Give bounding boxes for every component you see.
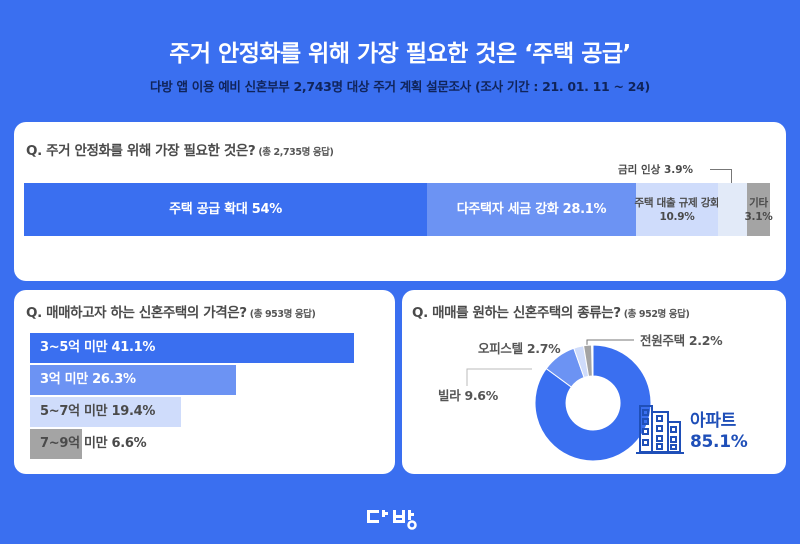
donut-chart xyxy=(534,344,652,462)
bar-label: 5~7억 미만 19.4% xyxy=(40,404,156,419)
panel-housing-stability: Q. 주거 안정화를 위해 가장 필요한 것은? (총 2,735명 응답) 금리… xyxy=(14,122,786,281)
callout-label-interest-rate: 금리 인상 3.9% xyxy=(618,164,694,176)
apartment-value: 85.1% xyxy=(690,432,748,452)
question-heading: Q. 주거 안정화를 위해 가장 필요한 것은? (총 2,735명 응답) xyxy=(26,139,334,159)
stacked-bar: 주택 공급 확대 54% 다주택자 세금 강화 28.1% 주택 대출 규제 강… xyxy=(24,183,773,236)
label-country-house: 전원주택 2.2% xyxy=(640,333,723,348)
slice-apartment xyxy=(534,344,652,462)
callout-line-vertical xyxy=(731,169,732,183)
segment-interest-rate xyxy=(718,183,747,236)
segment-label-line1: 주택 대출 규제 강화 xyxy=(634,196,720,209)
segment-multi-home-tax: 다주택자 세금 강화 28.1% xyxy=(427,183,636,236)
apartment-label: 아파트 85.1% xyxy=(690,411,748,453)
segment-label-line2: 3.1% xyxy=(744,210,773,223)
respondent-count: (총 952명 응답) xyxy=(623,309,690,320)
segment-loan-regulation: 주택 대출 규제 강화 10.9% xyxy=(634,183,720,236)
page-subtitle: 다방 앱 이용 예비 신혼부부 2,743명 대상 주거 계획 설문조사 (조사… xyxy=(150,79,650,94)
bar-label: 3~5억 미만 41.1% xyxy=(40,340,156,355)
bar-7-9: 7~9억 미만 6.6% xyxy=(30,429,147,459)
segment-label-line2: 10.9% xyxy=(659,210,695,223)
respondent-count: (총 953명 응답) xyxy=(249,309,316,320)
bar-3-5: 3~5억 미만 41.1% xyxy=(30,333,354,363)
question-text: Q. 주거 안정화를 위해 가장 필요한 것은? xyxy=(26,143,256,159)
bar-label: 7~9억 미만 6.6% xyxy=(40,436,147,451)
respondent-count: (총 2,735명 응답) xyxy=(258,147,334,158)
question-text: Q. 매매를 원하는 신혼주택의 종류는? xyxy=(412,305,621,321)
bar-label: 3억 미만 26.3% xyxy=(40,372,136,387)
question-text: Q. 매매하고자 하는 신혼주택의 가격은? xyxy=(26,305,247,321)
slice-country-house xyxy=(583,344,593,377)
segment-housing-supply: 주택 공급 확대 54% xyxy=(24,183,427,236)
panel-house-price: Q. 매매하고자 하는 신혼주택의 가격은? (총 953명 응답) 3~5억 미… xyxy=(14,290,395,474)
apartment-building-icon xyxy=(636,405,684,454)
apartment-name: 아파트 xyxy=(690,411,737,431)
dabang-logo xyxy=(367,510,417,530)
callout-line xyxy=(710,169,732,170)
label-villa: 빌라 9.6% xyxy=(438,388,498,403)
bar-5-7: 5~7억 미만 19.4% xyxy=(30,397,181,427)
segment-label-line1: 기타 xyxy=(749,196,768,209)
bar-under-3: 3억 미만 26.3% xyxy=(30,365,236,395)
page-title: 주거 안정화를 위해 가장 필요한 것은 ‘주택 공급’ xyxy=(169,41,631,67)
question-heading: Q. 매매하고자 하는 신혼주택의 가격은? (총 953명 응답) xyxy=(26,301,316,321)
question-heading: Q. 매매를 원하는 신혼주택의 종류는? (총 952명 응답) xyxy=(412,301,690,321)
segment-other: 기타 3.1% xyxy=(744,183,773,236)
label-officetel: 오피스텔 2.7% xyxy=(478,341,561,356)
panel-house-type: Q. 매매를 원하는 신혼주택의 종류는? (총 952명 응답) 전원주택 2.… xyxy=(402,290,786,474)
